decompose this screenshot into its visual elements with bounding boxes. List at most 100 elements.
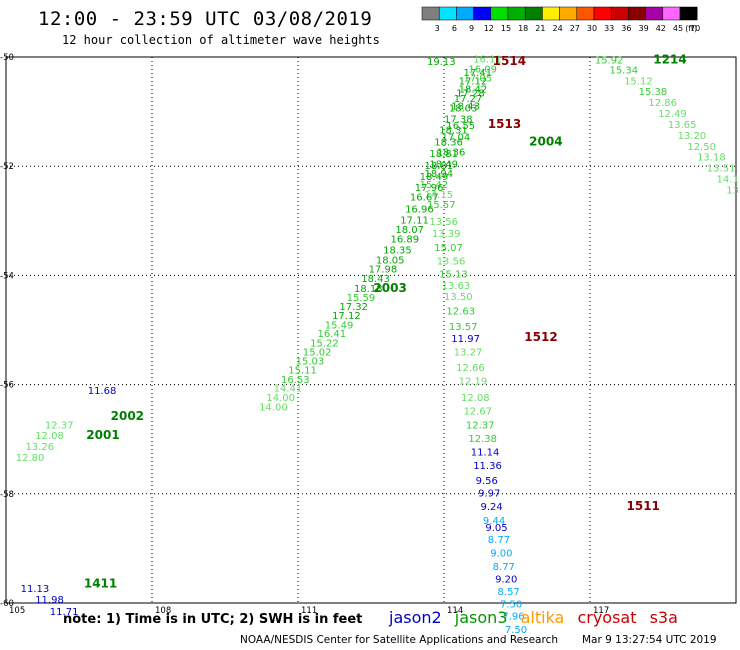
wave-height-label: 15.42	[420, 180, 449, 191]
wave-height-label: 17.05	[463, 74, 492, 85]
wave-height-label: 15.38	[639, 87, 668, 98]
wave-height-label: 18.49	[429, 159, 458, 170]
color-scale-label: 24	[553, 24, 563, 33]
wave-height-label: 14.00	[266, 393, 295, 404]
generated-timestamp: Mar 9 13:27:54 UTC 2019	[582, 634, 717, 646]
wave-height-label: 13.56	[429, 217, 458, 228]
satellite-altika: altika	[520, 608, 565, 627]
color-scale-swatch	[645, 6, 664, 21]
wave-height-label: 17.11	[400, 216, 429, 227]
wave-height-label: 7.50	[505, 625, 527, 636]
wave-height-label: 18.07	[395, 225, 424, 236]
wave-height-label: 17.41	[463, 68, 492, 79]
wave-height-label: 16.67	[410, 193, 439, 204]
color-scale-label: 42	[656, 24, 666, 33]
wave-height-label: 13.56	[437, 256, 466, 267]
wave-height-label: 9.44	[483, 516, 505, 527]
wave-height-label: 15.59	[347, 293, 376, 304]
wave-height-label: 15.02	[303, 348, 332, 359]
y-tick-label: -52	[0, 162, 14, 172]
plot-frame	[5, 56, 737, 604]
x-tick-label: 114	[447, 606, 463, 616]
wave-height-label: 15.12	[624, 76, 653, 87]
wave-height-label: 17.32	[339, 302, 368, 313]
wave-height-label: 12.08	[461, 393, 490, 404]
y-tick-label: -56	[0, 381, 14, 391]
wave-height-label: 12.66	[456, 363, 485, 374]
wave-height-label: 9.56	[476, 476, 498, 487]
wave-height-label: 16.41	[317, 329, 346, 340]
wave-height-label: 18.49	[420, 172, 449, 183]
wave-height-label: 18.81	[425, 161, 454, 172]
wave-height-label: 17.12	[459, 76, 488, 87]
wave-height-label: 18.81	[429, 149, 458, 160]
track-id-label: 2004	[529, 134, 562, 148]
wave-height-label: 16.53	[281, 375, 310, 386]
wave-height-label: 9.24	[481, 502, 503, 513]
color-scale-swatch	[438, 6, 457, 21]
color-scale-label: 3	[435, 24, 440, 33]
credit-line: NOAA/NESDIS Center for Satellite Applica…	[240, 634, 558, 646]
wave-height-label: 17.27	[454, 94, 483, 105]
wave-height-label: 18.36	[434, 137, 463, 148]
track-id-label: 2001	[86, 428, 119, 442]
color-scale-swatch	[628, 6, 646, 21]
wave-height-label: 18.35	[383, 246, 412, 257]
wave-height-label: 9.20	[495, 574, 517, 585]
wave-height-label: 15.49	[325, 320, 354, 331]
wave-height-label: 11.97	[451, 334, 480, 345]
color-scale-swatch	[559, 6, 578, 21]
wave-height-label: 13.20	[678, 131, 707, 142]
wave-height-label: 9.97	[478, 489, 500, 500]
color-scale-label: 45	[673, 24, 683, 33]
satellite-cryosat: cryosat	[577, 608, 637, 627]
wave-height-label: 13.39	[432, 229, 461, 240]
color-scale-label: 21	[535, 24, 545, 33]
wave-height-label: 12.86	[648, 98, 677, 109]
wave-height-label: 13.50	[444, 292, 473, 303]
wave-height-label: 8.77	[493, 562, 515, 573]
wave-height-label: 17.96	[415, 183, 444, 194]
wave-height-label: 15.22	[310, 338, 339, 349]
track-id-label: 1411	[84, 577, 117, 591]
track-id-label: 1512	[524, 330, 557, 344]
wave-height-label: 13.27	[454, 348, 483, 359]
wave-height-label: 17.12	[332, 311, 361, 322]
wave-height-label: 18.43	[451, 101, 480, 112]
wave-height-label: 16.89	[390, 235, 419, 246]
wave-height-label: 15.57	[427, 200, 456, 211]
wave-height-label: 13.80	[726, 186, 740, 197]
wave-height-label: 12.80	[16, 453, 45, 464]
track-id-label: 1214	[653, 53, 686, 67]
satellite-jason3: jason3	[454, 608, 508, 627]
wave-height-label: 17.28	[456, 88, 485, 99]
y-tick-label: -50	[0, 53, 14, 63]
x-tick-label: 117	[593, 606, 609, 616]
color-scale-label: 15	[501, 24, 511, 33]
wave-height-label: 13.51	[707, 164, 736, 175]
wave-height-label: 17.04	[442, 133, 471, 144]
wave-height-label: 18.05	[376, 255, 405, 266]
wave-height-label: 13.65	[668, 120, 697, 131]
x-tick-label: 105	[9, 606, 25, 616]
wave-height-label: 7.96	[502, 611, 524, 622]
track-id-label: 1513	[488, 117, 521, 131]
wave-height-label: 18.36	[437, 147, 466, 158]
color-scale-swatch	[524, 6, 543, 21]
wave-height-label: 14.15	[425, 190, 454, 201]
color-scale-label: 18	[518, 24, 528, 33]
wave-height-label: 16.11	[473, 54, 502, 65]
wave-height-label: 15.92	[595, 56, 624, 67]
wave-height-label: 14.17	[717, 175, 740, 186]
color-scale-unit: (ft)	[685, 24, 697, 33]
wave-height-label: 18.18	[354, 284, 383, 295]
color-scale-label: 30	[587, 24, 597, 33]
track-id-label: 2002	[111, 409, 144, 423]
track-id-label: 1514	[493, 54, 526, 68]
footer-note: note: 1) Time is in UTC; 2) SWH is in fe…	[63, 612, 363, 627]
wave-height-label: 17.38	[444, 115, 473, 126]
color-scale-swatch	[490, 6, 509, 21]
wave-height-label: 12.38	[468, 434, 497, 445]
wave-height-label: 13.26	[25, 442, 54, 453]
wave-height-label: 8.57	[498, 587, 520, 598]
